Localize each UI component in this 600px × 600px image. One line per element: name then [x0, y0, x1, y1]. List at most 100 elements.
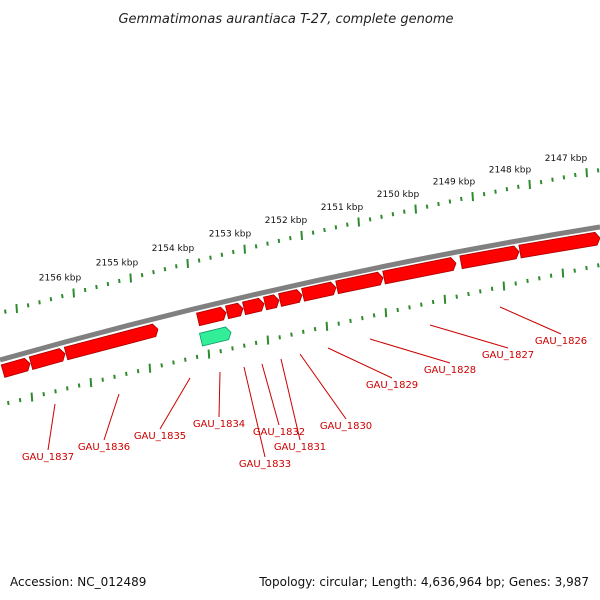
gene-label[interactable]: GAU_1830 — [320, 421, 372, 432]
leader-line — [47, 403, 56, 451]
minor-tick — [49, 297, 53, 302]
minor-tick — [140, 272, 144, 278]
minor-tick — [574, 172, 577, 178]
leader-line — [159, 377, 191, 430]
minor-tick — [243, 343, 246, 348]
minor-tick — [61, 293, 64, 299]
minor-tick — [232, 249, 235, 255]
minor-tick — [231, 346, 234, 351]
scale-label: 2155 kbp — [96, 259, 139, 269]
gene-arrow — [382, 257, 457, 285]
gene-label[interactable]: GAU_1834 — [193, 419, 245, 430]
minor-tick — [514, 281, 517, 286]
minor-tick — [118, 278, 121, 284]
gene-label[interactable]: GAU_1833 — [239, 459, 291, 470]
leader-line — [499, 306, 562, 335]
minor-tick — [95, 284, 98, 290]
minor-tick — [163, 267, 167, 272]
major-tick — [148, 363, 152, 373]
major-tick — [384, 308, 388, 318]
minor-tick — [526, 278, 529, 284]
accession-text: Accession: NC_012489 — [10, 575, 146, 589]
gene-arrow-highlight — [199, 326, 232, 347]
minor-tick — [172, 360, 175, 365]
major-tick — [207, 349, 211, 359]
scale-label: 2148 kbp — [489, 166, 532, 176]
minor-tick — [195, 354, 199, 360]
minor-tick — [277, 238, 281, 244]
map-title: Gemmatimonas aurantiaca T-27, complete g… — [118, 12, 453, 27]
gene-label[interactable]: GAU_1828 — [424, 365, 476, 376]
major-tick — [129, 273, 132, 283]
major-tick — [502, 281, 506, 291]
minor-tick — [77, 383, 81, 388]
minor-tick — [7, 400, 10, 406]
minor-tick — [596, 168, 600, 173]
gene-label[interactable]: GAU_1827 — [482, 350, 534, 361]
gene-label[interactable]: GAU_1826 — [535, 336, 587, 347]
minor-tick — [562, 175, 566, 180]
gene-track — [0, 231, 600, 378]
minor-tick — [4, 309, 7, 314]
minor-tick — [361, 315, 364, 321]
minor-tick — [479, 289, 482, 294]
leader-line — [280, 358, 301, 441]
minor-tick — [380, 214, 383, 219]
minor-tick — [494, 189, 497, 194]
gene-labels: GAU_1837 GAU_1836 GAU_1835 GAU_1834 GAU_1833… — [22, 306, 587, 470]
major-tick — [266, 335, 270, 345]
scale-label: 2150 kbp — [377, 190, 420, 200]
minor-tick — [551, 177, 554, 182]
gene-arrow — [196, 306, 227, 327]
minor-tick — [420, 302, 423, 307]
minor-tick — [136, 368, 140, 374]
minor-tick — [266, 241, 269, 246]
minor-tick — [490, 286, 494, 291]
minor-tick — [425, 204, 429, 209]
minor-tick — [254, 340, 258, 346]
leader-line — [103, 393, 120, 441]
gene-label[interactable]: GAU_1837 — [22, 452, 74, 463]
minor-tick — [209, 255, 212, 260]
gene-arrow — [242, 297, 265, 316]
gene-label[interactable]: GAU_1836 — [78, 442, 130, 453]
scale-label: 2151 kbp — [321, 203, 364, 213]
minor-tick — [403, 209, 406, 214]
minor-tick — [408, 305, 411, 310]
minor-tick — [597, 263, 600, 268]
gene-label[interactable]: GAU_1832 — [253, 427, 305, 438]
minor-tick — [278, 335, 281, 340]
minor-tick — [467, 291, 470, 297]
minor-tick — [573, 268, 576, 273]
minor-tick — [313, 326, 317, 332]
leader-line — [218, 371, 221, 418]
major-tick — [30, 392, 34, 402]
major-tick — [585, 168, 588, 178]
minor-tick — [175, 264, 178, 269]
minor-tick — [125, 371, 128, 377]
minor-tick — [337, 321, 340, 326]
minor-tick — [455, 294, 458, 299]
gene-arrow — [335, 271, 384, 295]
gene-label[interactable]: GAU_1835 — [134, 431, 186, 442]
minor-tick — [113, 374, 116, 379]
gene-label[interactable]: GAU_1829 — [366, 380, 418, 391]
major-tick — [561, 268, 565, 278]
minor-tick — [549, 273, 553, 278]
minor-tick — [38, 300, 41, 305]
scale-label: 2147 kbp — [545, 154, 588, 164]
scale-label: 2153 kbp — [209, 230, 252, 240]
leader-line — [327, 347, 393, 379]
minor-tick — [460, 196, 463, 202]
gene-label[interactable]: GAU_1831 — [274, 442, 326, 453]
minor-tick — [254, 244, 258, 249]
major-tick — [243, 244, 246, 254]
major-tick — [186, 258, 189, 268]
minor-tick — [538, 276, 541, 281]
leader-line — [429, 324, 509, 349]
minor-tick — [26, 303, 30, 308]
gene-arrow — [278, 289, 303, 307]
minor-tick — [437, 201, 440, 207]
minor-tick — [289, 235, 292, 241]
